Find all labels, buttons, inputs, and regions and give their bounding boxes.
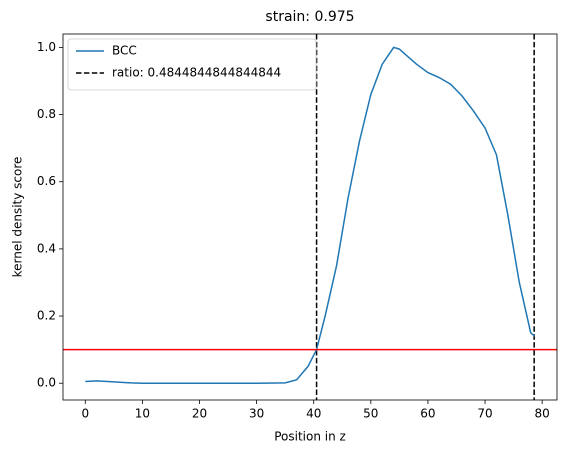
x-axis-label: Position in z — [274, 430, 346, 444]
x-tick-label: 30 — [249, 407, 264, 421]
chart-title: strain: 0.975 — [265, 9, 354, 25]
x-tick-label: 80 — [535, 407, 550, 421]
x-tick-label: 0 — [81, 407, 89, 421]
y-tick-label: 0.8 — [37, 107, 56, 121]
y-tick-label: 0.0 — [37, 376, 56, 390]
axes-frame — [62, 33, 558, 401]
x-tick-label: 70 — [477, 407, 492, 421]
y-tick-label: 0.6 — [37, 174, 56, 188]
x-tick-label: 50 — [363, 407, 378, 421]
legend-box — [67, 38, 317, 91]
legend-label: ratio: 0.4844844844844844 — [112, 66, 281, 80]
x-tick-label: 40 — [306, 407, 321, 421]
y-axis-label: kernel density score — [11, 157, 25, 278]
x-tick-label: 60 — [420, 407, 435, 421]
y-tick-label: 1.0 — [37, 40, 56, 54]
legend-label: BCC — [112, 44, 137, 58]
data-line — [85, 46, 536, 384]
x-tick-label: 10 — [135, 407, 150, 421]
x-tick-label: 20 — [192, 407, 207, 421]
y-tick-label: 0.2 — [37, 309, 56, 323]
y-tick-label: 0.4 — [37, 241, 56, 255]
